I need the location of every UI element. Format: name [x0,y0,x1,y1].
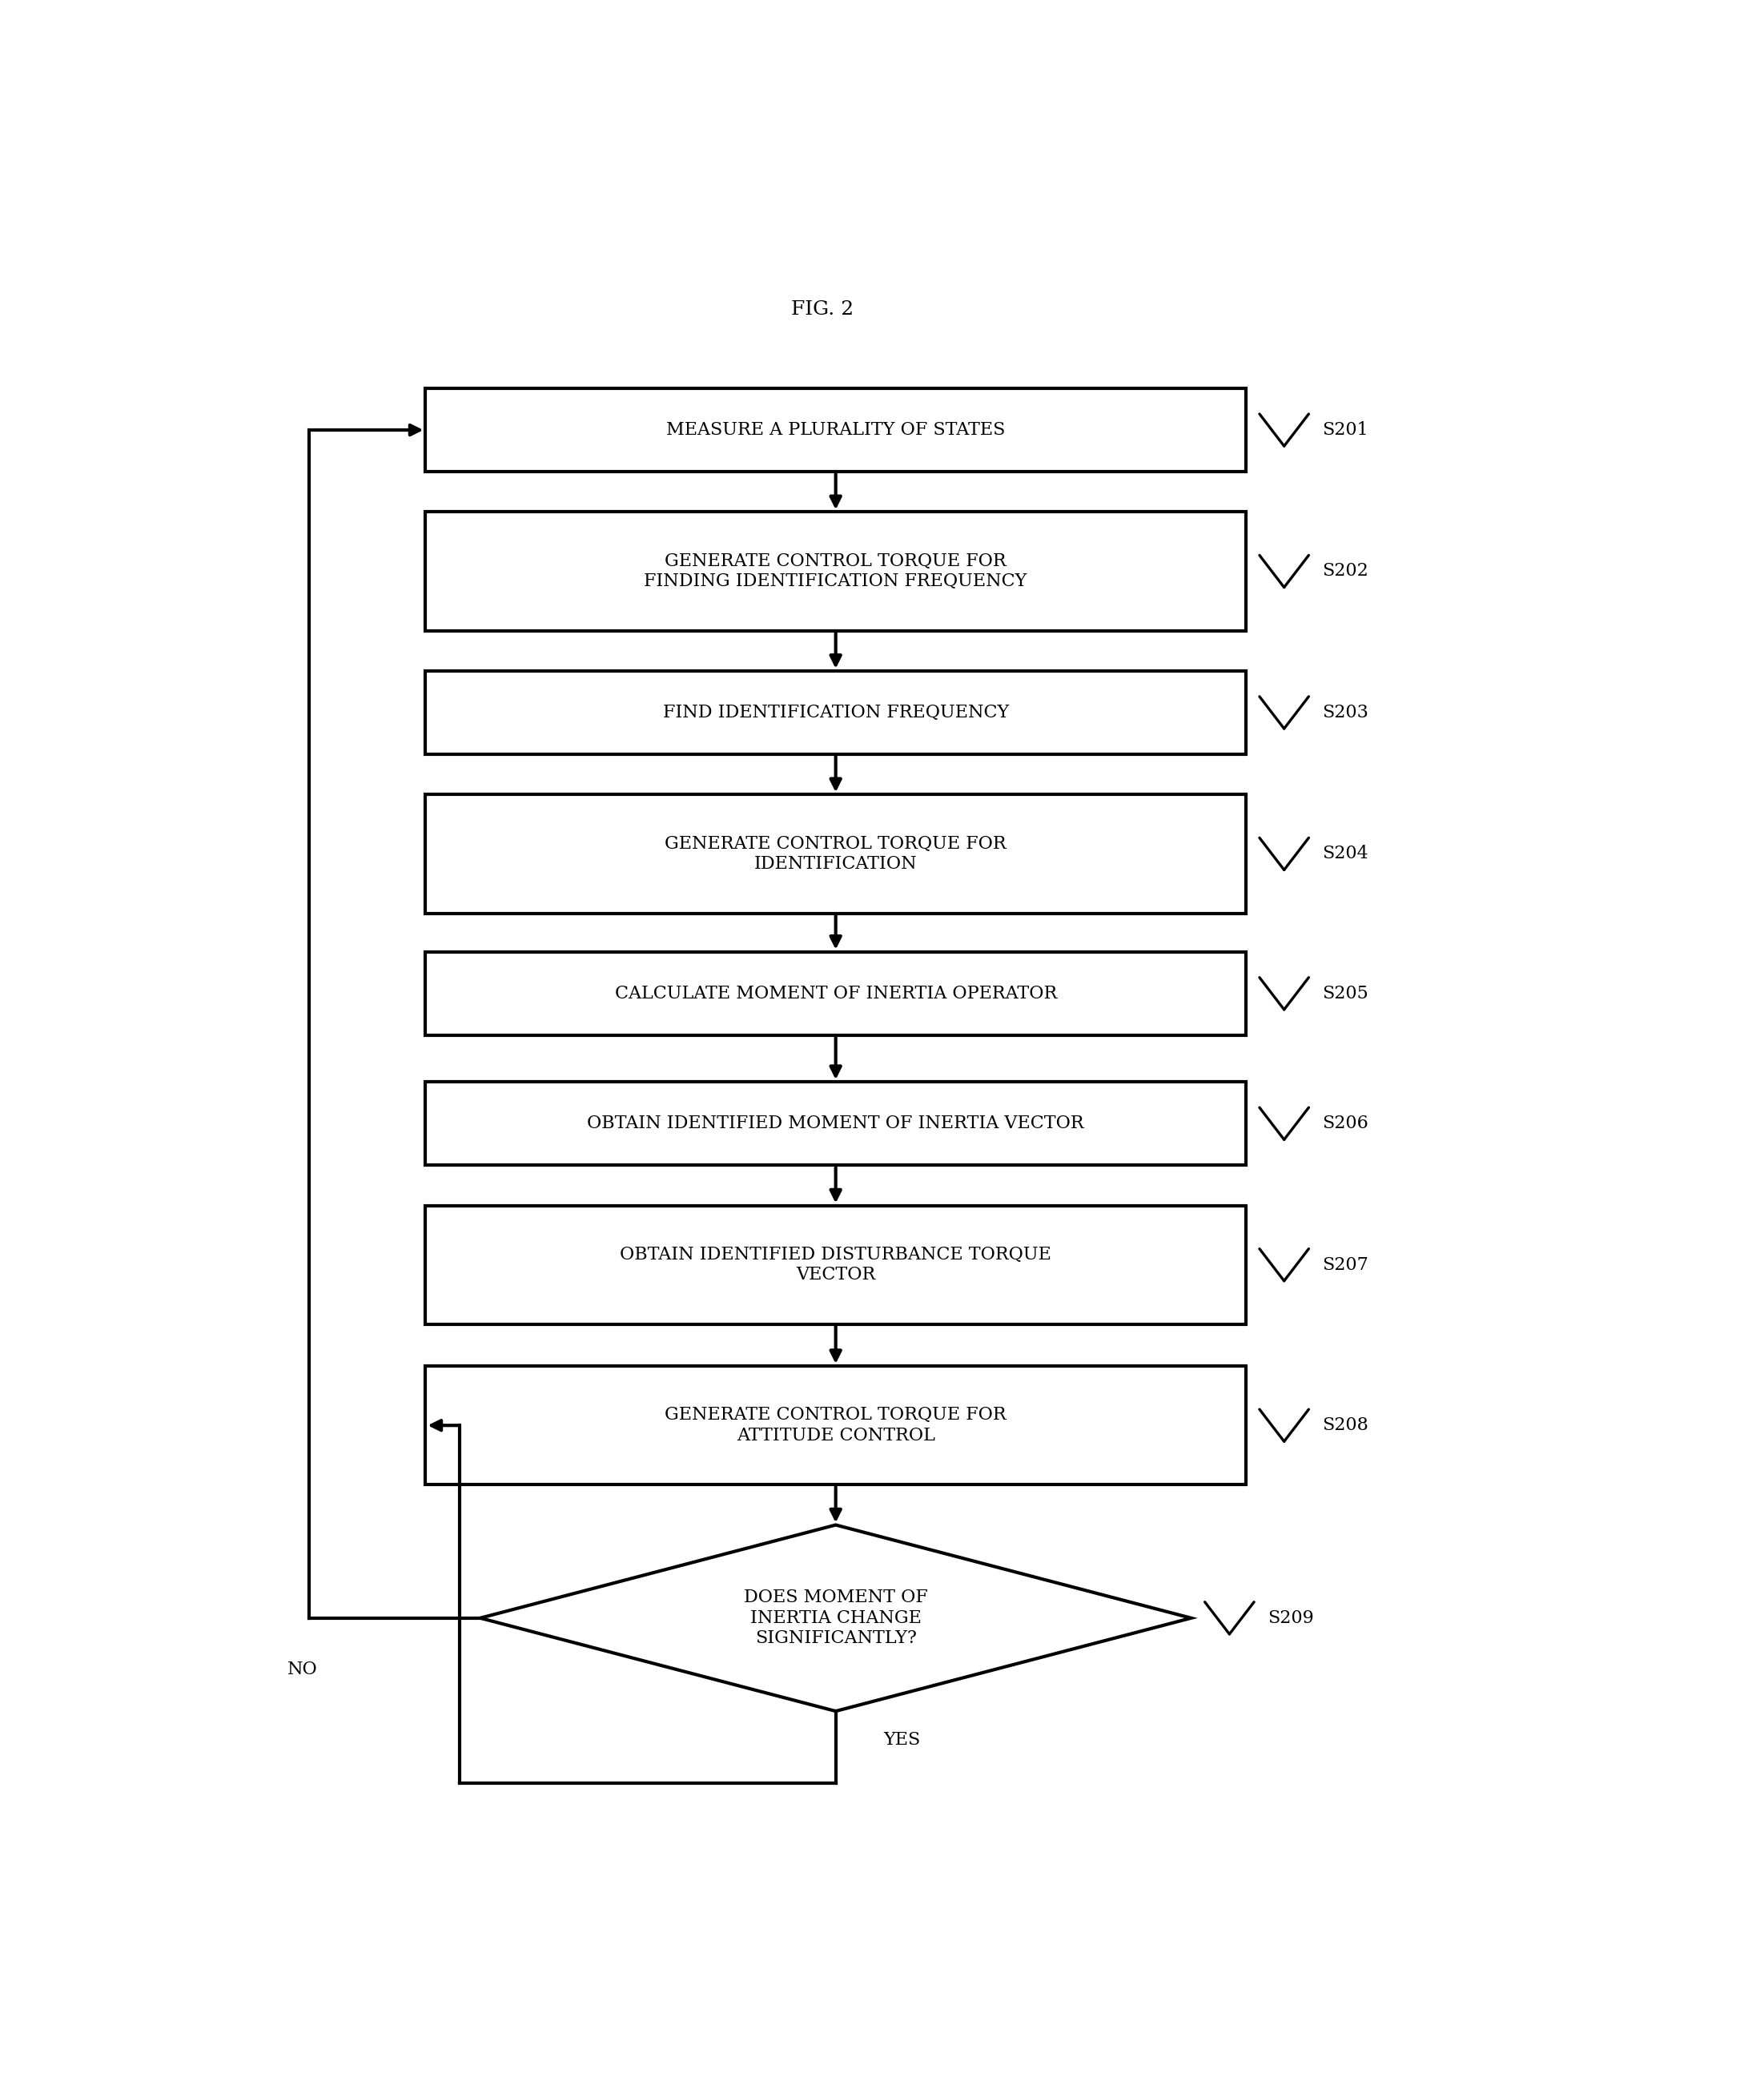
Text: S201: S201 [1323,421,1369,438]
Text: S209: S209 [1268,1610,1314,1626]
Bar [425,388,1245,471]
Text: GENERATE CONTROL TORQUE FOR
ATTITUDE CONTROL: GENERATE CONTROL TORQUE FOR ATTITUDE CON… [665,1407,1007,1445]
Text: S208: S208 [1323,1416,1369,1434]
Bar [425,951,1245,1036]
Text: DOES MOMENT OF
INERTIA CHANGE
SIGNIFICANTLY?: DOES MOMENT OF INERTIA CHANGE SIGNIFICAN… [744,1589,928,1647]
Text: S204: S204 [1323,844,1369,863]
Text: FIND IDENTIFICATION FREQUENCY: FIND IDENTIFICATION FREQUENCY [663,705,1009,721]
Text: YES: YES [884,1731,921,1749]
Bar [425,671,1245,755]
Text: S207: S207 [1323,1255,1369,1274]
Text: S203: S203 [1323,705,1369,721]
Text: CALCULATE MOMENT OF INERTIA OPERATOR: CALCULATE MOMENT OF INERTIA OPERATOR [614,984,1057,1003]
Bar [425,794,1245,913]
Text: MEASURE A PLURALITY OF STATES: MEASURE A PLURALITY OF STATES [667,421,1005,438]
Text: NO: NO [288,1660,318,1678]
Bar [425,513,1245,630]
Text: GENERATE CONTROL TORQUE FOR
FINDING IDENTIFICATION FREQUENCY: GENERATE CONTROL TORQUE FOR FINDING IDEN… [644,553,1027,590]
Bar [425,1366,1245,1485]
Polygon shape [480,1524,1191,1712]
Text: OBTAIN IDENTIFIED DISTURBANCE TORQUE
VECTOR: OBTAIN IDENTIFIED DISTURBANCE TORQUE VEC… [619,1247,1051,1284]
Bar [425,1082,1245,1166]
Text: FIG. 2: FIG. 2 [790,300,854,319]
Text: GENERATE CONTROL TORQUE FOR
IDENTIFICATION: GENERATE CONTROL TORQUE FOR IDENTIFICATI… [665,834,1007,874]
Text: S206: S206 [1323,1115,1369,1132]
Text: S205: S205 [1323,984,1369,1003]
Text: OBTAIN IDENTIFIED MOMENT OF INERTIA VECTOR: OBTAIN IDENTIFIED MOMENT OF INERTIA VECT… [587,1115,1085,1132]
Bar [425,1205,1245,1324]
Text: S202: S202 [1323,563,1369,580]
